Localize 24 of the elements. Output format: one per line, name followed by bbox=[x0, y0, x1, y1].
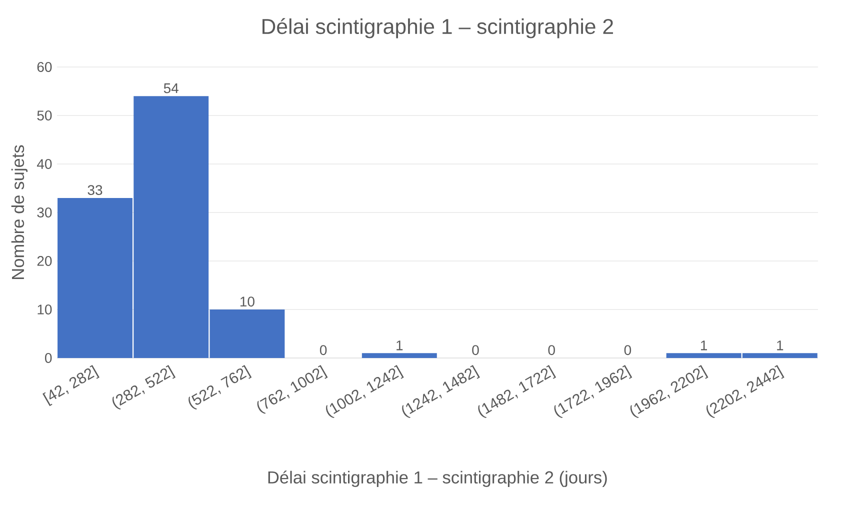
data-label: 1 bbox=[396, 340, 403, 350]
x-tick-label: (522, 762] bbox=[188, 365, 252, 410]
data-label: 0 bbox=[320, 345, 327, 356]
data-label: 0 bbox=[472, 345, 479, 356]
data-label: 0 bbox=[624, 345, 632, 356]
y-tick-label: 60 bbox=[37, 62, 52, 72]
chart-title: Délai scintigraphie 1 – scintigraphie 2 bbox=[262, 18, 613, 38]
x-tick-label: (282, 522] bbox=[112, 365, 176, 410]
y-tick-label: 10 bbox=[38, 304, 52, 314]
y-tick-label: 0 bbox=[45, 353, 52, 363]
y-tick-label: 40 bbox=[36, 159, 52, 169]
data-label: 1 bbox=[700, 340, 708, 350]
y-axis-title: Nombre de sujets bbox=[11, 145, 28, 279]
data-label: 54 bbox=[164, 83, 178, 94]
y-tick-label: 20 bbox=[37, 256, 52, 266]
y-tick-label: 30 bbox=[37, 208, 52, 218]
y-tick-label: 50 bbox=[37, 110, 52, 120]
data-label: 0 bbox=[548, 345, 555, 356]
x-tick-label: [42, 282] bbox=[42, 364, 100, 406]
bar bbox=[362, 353, 437, 358]
data-label: 1 bbox=[777, 340, 784, 350]
x-axis-title: Délai scintigraphie 1 – scintigraphie 2 (jours) bbox=[268, 470, 607, 487]
data-label: 10 bbox=[240, 296, 254, 307]
data-label: 33 bbox=[88, 185, 102, 196]
